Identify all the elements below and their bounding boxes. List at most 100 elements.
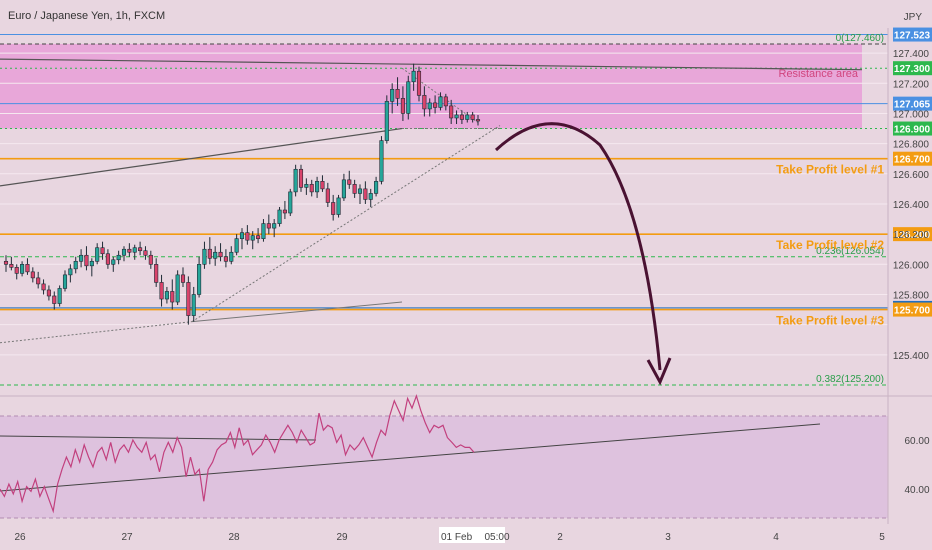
- rsi-tick-1: 40.00: [904, 485, 929, 496]
- trendline-lower: [0, 127, 403, 187]
- fib-label-2: 0.382(125.200): [816, 374, 884, 385]
- candle-body-15: [84, 254, 89, 267]
- candle-body-63: [341, 179, 346, 199]
- candle-body-77: [416, 70, 422, 96]
- candle-body-16: [89, 260, 94, 267]
- candle-body-34: [186, 282, 191, 316]
- candle-body-87: [470, 114, 475, 120]
- time-tick-8: 4: [773, 532, 779, 543]
- price-tick-2: 127.000: [893, 109, 930, 120]
- candle-body-28: [154, 264, 159, 283]
- candle-body-70: [379, 140, 384, 182]
- candle-body-52: [282, 209, 287, 214]
- time-tick-bg-5: [475, 527, 505, 543]
- candle-body-81: [438, 96, 443, 108]
- candle-body-9: [52, 295, 57, 304]
- level-tag-2: [893, 96, 932, 111]
- candle-body-42: [229, 251, 234, 262]
- candle-body-22: [121, 248, 127, 256]
- candle-body-83: [449, 105, 454, 119]
- candle-body-88: [475, 119, 481, 122]
- time-tick-5: 05:00: [484, 532, 509, 543]
- candle-body-62: [336, 197, 341, 215]
- candle-body-25: [138, 247, 143, 252]
- candle-body-78: [422, 95, 427, 110]
- candle-body-71: [384, 101, 389, 141]
- candle-body-7: [41, 283, 46, 291]
- candle-body-11: [62, 274, 68, 289]
- resistance-area-label: Resistance area: [779, 68, 859, 80]
- fib-label-1: 0.236(126.054): [816, 246, 884, 257]
- time-tick-9: 5: [879, 532, 885, 543]
- candle-body-55: [298, 168, 304, 188]
- candle-body-23: [127, 248, 132, 253]
- candle-body-8: [46, 289, 51, 297]
- level-tag-label-3: 126.900: [894, 125, 931, 136]
- candle-body-82: [443, 96, 448, 107]
- candle-body-53: [288, 191, 293, 214]
- candle-body-4: [25, 264, 30, 273]
- indicator-band: [0, 416, 888, 518]
- projection-arrowhead: [646, 357, 672, 386]
- candle-body-76: [411, 70, 416, 83]
- candle-body-60: [325, 188, 330, 203]
- candle-body-44: [239, 232, 245, 239]
- candle-body-26: [143, 250, 148, 256]
- currency-label: JPY: [904, 12, 923, 23]
- candle-body-36: [197, 264, 202, 295]
- candle-body-18: [100, 247, 105, 255]
- rsi-tick-0: 60.00: [904, 436, 929, 447]
- candle-body-2: [14, 267, 19, 274]
- candle-body-10: [57, 288, 62, 304]
- price-tick-5: 126.400: [893, 200, 930, 211]
- price-tick-4: 126.600: [893, 170, 930, 181]
- level-tag-1: [893, 61, 932, 76]
- candle-body-14: [79, 254, 84, 262]
- candle-body-54: [293, 168, 298, 193]
- trendline-upper: [0, 58, 863, 71]
- projection-curve: [494, 122, 662, 371]
- candle-body-40: [218, 251, 223, 258]
- trendline-low: [191, 301, 403, 323]
- candle-body-79: [427, 102, 432, 110]
- candle-body-80: [433, 102, 438, 108]
- candle-body-47: [256, 235, 261, 239]
- level-tag-5: [893, 227, 932, 242]
- candle-body-33: [180, 274, 186, 283]
- take-profit-label-tp2: Take Profit level #2: [776, 238, 884, 252]
- candle-body-38: [207, 248, 212, 259]
- candle-body-31: [170, 291, 175, 303]
- chart-title: Euro / Japanese Yen, 1h, FXCM: [8, 10, 166, 22]
- candle-body-27: [148, 254, 153, 265]
- price-tick-8: 125.800: [893, 290, 930, 301]
- price-tick-6: 126.200: [893, 230, 930, 241]
- level-tag-label-2: 127.065: [894, 100, 931, 111]
- take-profit-label-tp1: Take Profit level #1: [776, 163, 884, 177]
- candle-body-50: [272, 223, 277, 229]
- candle-body-46: [250, 235, 255, 241]
- candle-body-57: [309, 184, 314, 193]
- time-tick-6: 2: [557, 532, 563, 543]
- take-profit-label-tp3: Take Profit level #3: [776, 314, 884, 328]
- candle-body-74: [400, 98, 405, 114]
- candle-body-21: [116, 254, 121, 261]
- candle-body-72: [390, 89, 395, 102]
- trendline-dotted-rising: [191, 125, 501, 323]
- level-tag-label-4: 126.700: [894, 155, 931, 166]
- candle-body-32: [175, 274, 180, 303]
- candle-body-66: [357, 188, 363, 194]
- candle-body-39: [213, 251, 218, 259]
- candle-body-75: [406, 81, 411, 114]
- candle-body-59: [320, 181, 325, 190]
- candle-body-65: [352, 184, 357, 194]
- candle-body-68: [368, 193, 373, 200]
- candle-body-37: [202, 248, 207, 265]
- candle-body-29: [159, 282, 164, 300]
- level-tag-7: [893, 302, 932, 317]
- candle-body-35: [191, 294, 196, 316]
- level-tag-label-1: 127.300: [894, 64, 931, 75]
- candle-body-17: [95, 247, 100, 262]
- candle-body-67: [363, 188, 368, 200]
